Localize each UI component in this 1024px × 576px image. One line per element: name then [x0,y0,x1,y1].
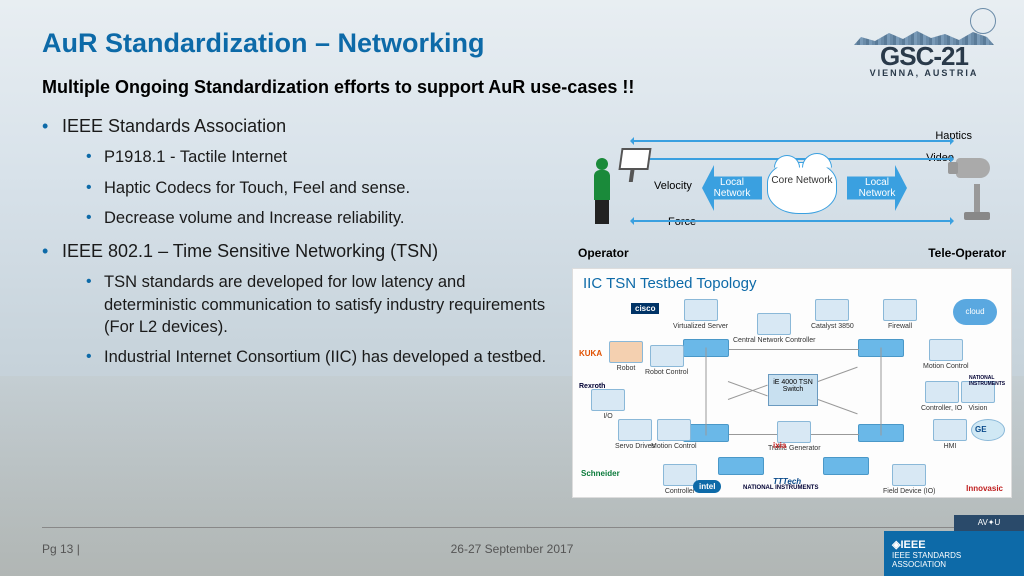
sub-bullet: TSN standards are developed for low late… [86,271,560,338]
slide: GSC-21 VIENNA, AUSTRIA AuR Standardizati… [0,0,1024,576]
ieee-assoc-text: IEEE STANDARDS ASSOCIATION [892,551,1016,569]
kuka-logo: KUKA [579,349,602,358]
content-area: IEEE Standards Association P1918.1 - Tac… [0,108,560,368]
node: Field Device (IO) [883,464,936,495]
tele-operator-label: Tele-Operator [928,246,1006,260]
node: Controller, IO [921,381,962,412]
ieee-logo: ◈IEEE IEEE STANDARDS ASSOCIATION [884,531,1024,576]
innovasic-logo: Innovasic [966,484,1003,493]
node: Catalyst 3850 [811,299,854,330]
ni-logo: NATIONAL INSTRUMENTS [969,375,1009,387]
logo-sub: VIENNA, AUSTRIA [844,68,1004,78]
bullet-ieee-8021: IEEE 802.1 – Time Sensitive Networking (… [42,239,560,368]
node: Central Network Controller [733,313,815,344]
intel-logo: intel [693,480,721,493]
diagram2-title: IIC TSN Testbed Topology [583,275,756,292]
operator-diagram: Haptics Video Velocity Force Local Netwo… [572,130,1012,260]
sub-bullet: P1918.1 - Tactile Internet [86,146,560,168]
local-network-right: Local Network [847,165,907,211]
tsn-switch-icon [823,457,869,475]
ieee-text: ◈IEEE [892,538,1016,551]
footer-date: 26-27 September 2017 [0,542,1024,556]
ixia-logo: ixia [773,441,786,450]
node: Virtualized Server [673,299,728,330]
skyline-icon [844,10,1004,45]
footer-logo-small: AV✦U [954,515,1024,531]
arrow-line [632,140,952,142]
rexroth-logo: Rexroth [579,383,605,390]
ni-logo-2: NATIONAL INSTRUMENTS [743,485,818,491]
gsc-logo: GSC-21 VIENNA, AUSTRIA [844,10,1004,78]
node: HMI [933,419,967,450]
local-network-left: Local Network [702,165,762,211]
footer-divider [42,527,1004,528]
cloud-icon: cloud [953,299,997,325]
node: Robot Control [645,345,688,376]
node: Controller [663,464,697,495]
operator-label: Operator [578,246,629,260]
iic-tsn-diagram: IIC TSN Testbed Topology cloud iE 4000 T… [572,268,1012,498]
camera-icon [952,150,1002,220]
node: Motion Control [651,419,697,450]
velocity-label: Velocity [654,180,692,192]
core-network-cloud: Core Network [767,162,837,214]
monitor-icon [618,148,651,170]
node: Servo Drives [615,419,655,450]
sub-bullet: Decrease volume and Increase reliability… [86,207,560,229]
bullet-ieee-sa: IEEE Standards Association P1918.1 - Tac… [42,114,560,229]
node: Motion Control [923,339,969,370]
center-switch: iE 4000 TSN Switch [768,374,818,406]
node: Robot [609,341,643,372]
tsn-switch-icon [718,457,764,475]
sub-bullet: Haptic Codecs for Touch, Feel and sense. [86,177,560,199]
schneider-logo: Schneider [581,469,620,478]
ge-logo: GE [975,425,987,434]
arrow-line [632,220,952,222]
node: I/O [591,389,625,420]
logo-main: GSC-21 [844,45,1004,68]
cisco-logo: cisco [631,303,659,314]
sub-bullet: Industrial Internet Consortium (IIC) has… [86,346,560,368]
force-label: Force [668,216,696,228]
bullet-text: IEEE Standards Association [62,116,286,136]
node: Firewall [883,299,917,330]
bullet-text: IEEE 802.1 – Time Sensitive Networking (… [62,241,438,261]
